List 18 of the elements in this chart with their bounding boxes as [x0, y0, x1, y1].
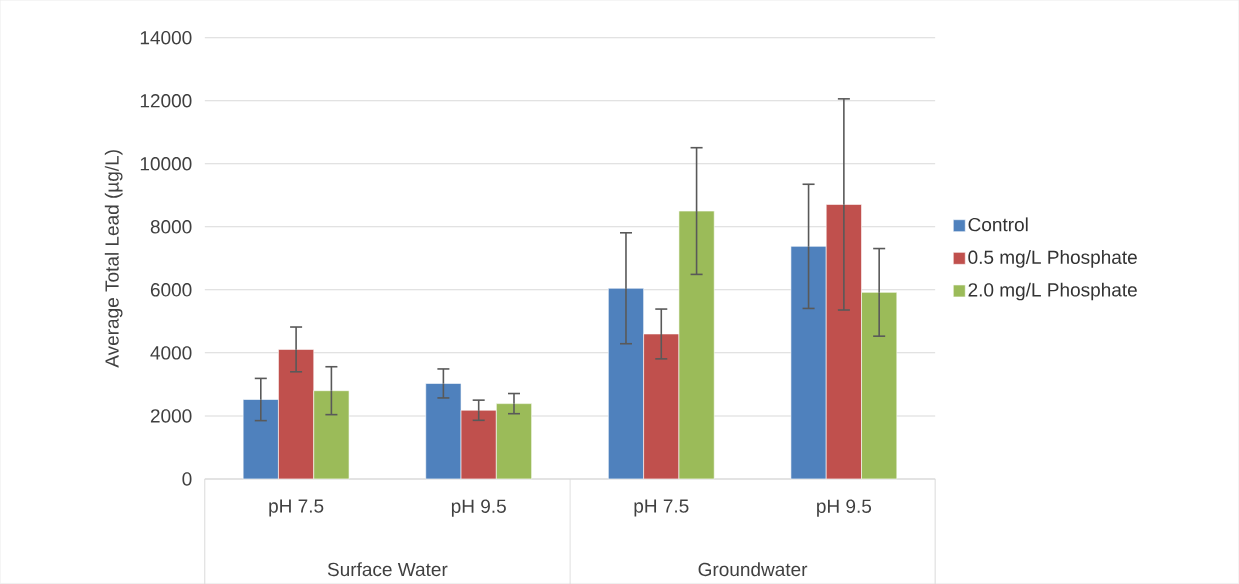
legend-label: 0.5 mg/L Phosphate: [968, 249, 1137, 268]
x-tick-label: pH 9.5: [451, 499, 506, 517]
y-tick-label: 2000: [150, 408, 192, 423]
y-tick-label: 6000: [150, 282, 192, 297]
y-tick-label: 14000: [140, 30, 192, 45]
y-tick-label: 0: [182, 471, 192, 486]
x-tick-label: pH 7.5: [269, 499, 324, 517]
y-tick-label: 8000: [150, 219, 192, 234]
x-tick-label: pH 7.5: [634, 499, 689, 517]
text: Surface Water: [327, 562, 448, 576]
x-tick-label: pH 9.5: [817, 499, 872, 517]
y-tick-label: 12000: [140, 93, 192, 108]
legend-label: 2.0 mg/L Phosphate: [968, 282, 1137, 301]
y-tick-label: 4000: [150, 345, 192, 360]
text: Groundwater: [698, 561, 808, 576]
legend-label: Control: [968, 217, 1028, 232]
y-axis-title: Average Total Lead (µg/L): [104, 149, 123, 368]
y-tick-label: 10000: [140, 156, 192, 171]
